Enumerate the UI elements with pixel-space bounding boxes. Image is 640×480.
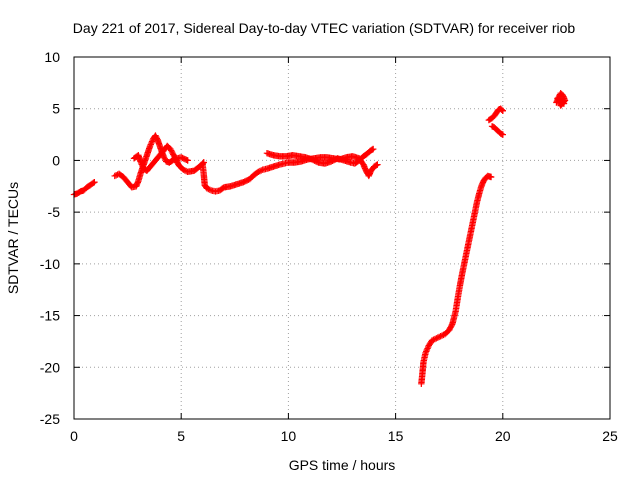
data-point (180, 166, 187, 173)
data-point (137, 158, 144, 165)
data-segment (263, 145, 377, 167)
data-point (160, 154, 168, 161)
data-point (139, 162, 146, 170)
data-point (91, 178, 98, 186)
data-point (431, 335, 439, 343)
data-segment (199, 153, 381, 195)
data-segment (488, 123, 506, 138)
data-point (183, 156, 190, 164)
data-point (430, 336, 437, 343)
y-tick-label: 5 (52, 101, 60, 117)
data-point (152, 133, 160, 141)
data-point (373, 162, 380, 169)
x-tick-label: 5 (177, 428, 185, 444)
data-point (437, 333, 444, 340)
data-segment (70, 178, 98, 198)
chart-title: Day 221 of 2017, Sidereal Day-to-day VTE… (73, 20, 576, 36)
data-point (434, 334, 441, 341)
y-tick-label: -25 (40, 411, 60, 427)
y-tick-label: -20 (40, 359, 60, 375)
data-point (498, 106, 505, 113)
data-segment (130, 142, 207, 176)
y-tick-labels: 10 5 0 -5 -10 -15 -20 -25 (40, 49, 60, 427)
data-point (203, 185, 211, 192)
data-point (152, 132, 159, 139)
y-axis-label: SDTVAR / TECUs (5, 182, 21, 294)
data-point (559, 99, 567, 106)
data-point (90, 179, 97, 187)
y-tick-label: -15 (40, 308, 60, 324)
axis-ticks (73, 56, 611, 420)
data-segment (418, 172, 495, 388)
data-point (369, 145, 377, 153)
data-point (438, 332, 446, 339)
x-tick-label: 20 (495, 428, 511, 444)
data-point (148, 138, 156, 145)
data-point (560, 100, 568, 107)
plot-frame (73, 56, 611, 420)
data-point (422, 349, 429, 357)
y-tick-label: -5 (48, 204, 61, 220)
data-point (146, 142, 154, 150)
data-point (368, 146, 376, 153)
data-point (424, 345, 431, 352)
data-point (423, 348, 430, 355)
x-tick-labels: 0 5 10 15 20 25 (70, 428, 618, 444)
y-tick-label: 10 (44, 49, 60, 65)
x-tick-label: 25 (602, 428, 618, 444)
data-point (138, 161, 145, 168)
data-point (435, 333, 443, 341)
data-point (428, 337, 436, 344)
data-point (181, 167, 188, 174)
data-point (205, 185, 212, 193)
data-point (256, 167, 264, 175)
data-point (167, 147, 175, 154)
x-axis-label: GPS time / hours (289, 457, 396, 473)
grid-lines (74, 57, 610, 419)
data-point (374, 161, 381, 168)
x-tick-label: 15 (388, 428, 404, 444)
data-point (167, 145, 174, 153)
data-point (423, 346, 431, 354)
data-point (184, 157, 191, 164)
data-point (255, 168, 262, 176)
data-point (499, 131, 506, 138)
x-tick-label: 10 (281, 428, 297, 444)
data-point (111, 172, 118, 180)
data-point (147, 141, 154, 148)
data-point (499, 107, 506, 114)
data-point (433, 335, 440, 342)
y-tick-label: -10 (40, 256, 60, 272)
data-point (137, 159, 145, 167)
data-segment (553, 90, 569, 109)
x-tick-label: 0 (70, 428, 78, 444)
data-point (424, 343, 432, 351)
data-segment (485, 105, 506, 124)
data-point (148, 139, 155, 147)
data-marks (70, 90, 569, 388)
data-point (206, 186, 213, 193)
y-tick-label: 0 (52, 152, 60, 168)
data-point (487, 173, 495, 181)
data-point (258, 167, 265, 174)
